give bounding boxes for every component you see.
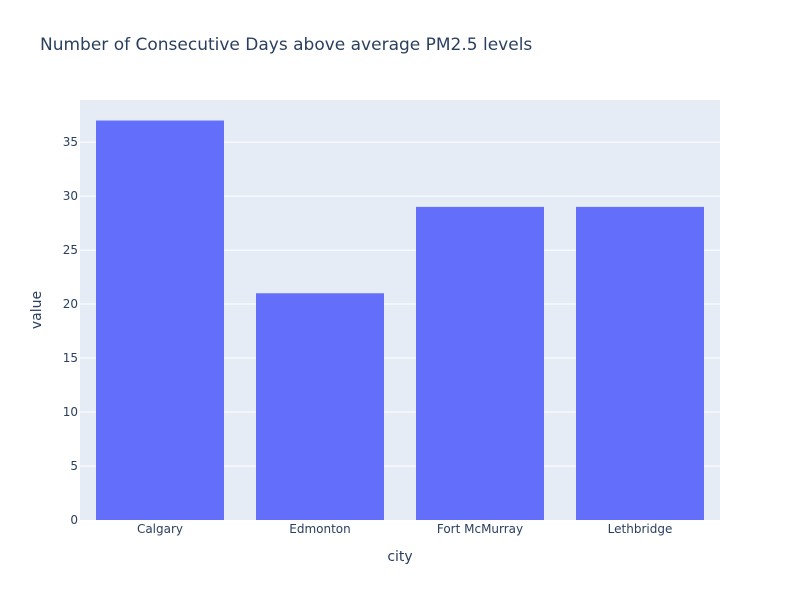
y-tick-label: 0 xyxy=(70,513,78,527)
bars xyxy=(96,120,704,521)
y-tick-label: 30 xyxy=(63,189,78,203)
chart-title: Number of Consecutive Days above average… xyxy=(40,35,532,55)
x-tick-label: Edmonton xyxy=(289,522,351,536)
y-tick-label: 15 xyxy=(63,351,78,365)
y-tick-label: 5 xyxy=(70,459,78,473)
x-axis-title: city xyxy=(387,549,412,565)
y-tick-label: 20 xyxy=(63,297,78,311)
y-tick-label: 25 xyxy=(63,243,78,257)
y-axis-ticks: 0 5 10 15 20 25 30 35 xyxy=(63,135,78,527)
bar-lethbridge[interactable] xyxy=(576,206,704,520)
x-axis-ticks: Calgary Edmonton Fort McMurray Lethbridge xyxy=(137,522,672,536)
y-axis-title: value xyxy=(29,291,45,329)
x-tick-label: Lethbridge xyxy=(608,522,673,536)
bar-calgary[interactable] xyxy=(96,120,224,521)
x-tick-label: Calgary xyxy=(137,522,183,536)
x-tick-label: Fort McMurray xyxy=(437,522,523,536)
bar-edmonton[interactable] xyxy=(256,293,384,520)
y-tick-label: 10 xyxy=(63,405,78,419)
y-tick-label: 35 xyxy=(63,135,78,149)
bar-fort-mcmurray[interactable] xyxy=(416,206,544,520)
